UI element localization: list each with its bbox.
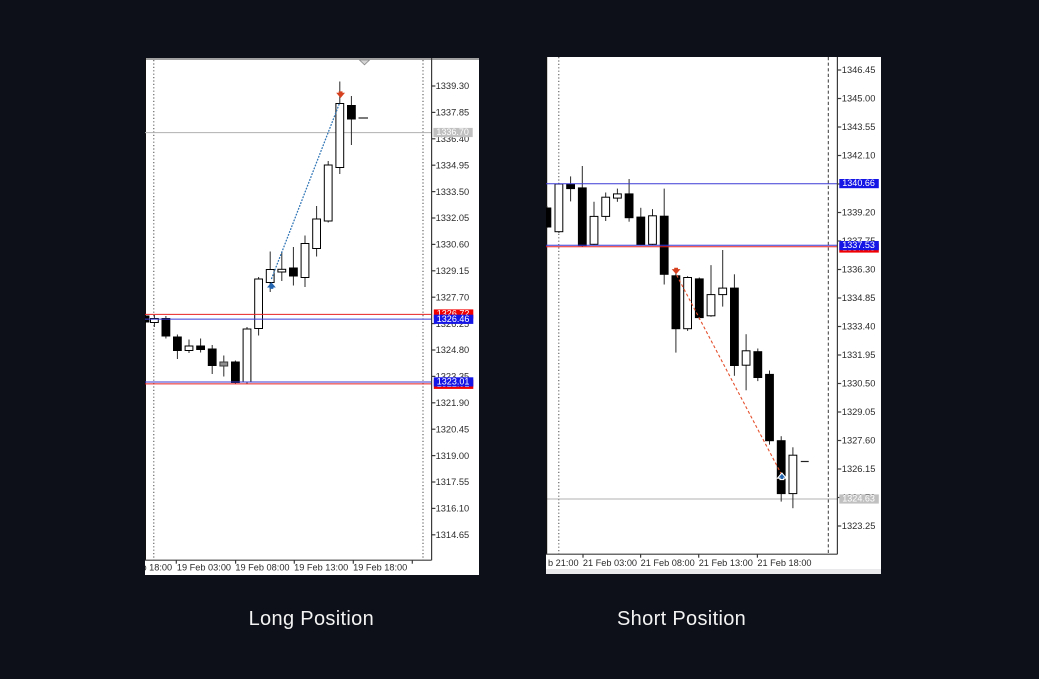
svg-text:1345.00: 1345.00 [842, 94, 876, 104]
svg-text:1340.66: 1340.66 [842, 178, 875, 188]
svg-text:1339.30: 1339.30 [436, 81, 470, 91]
svg-text:1343.55: 1343.55 [842, 122, 876, 132]
svg-text:1327.60: 1327.60 [842, 436, 876, 446]
svg-text:1337.85: 1337.85 [436, 108, 470, 118]
svg-text:1331.95: 1331.95 [842, 350, 876, 360]
svg-text:1330.60: 1330.60 [436, 240, 470, 250]
svg-text:1336.70: 1336.70 [436, 127, 469, 137]
svg-text:1346.45: 1346.45 [842, 65, 876, 75]
svg-text:1337.53: 1337.53 [842, 240, 875, 250]
svg-text:19 Feb 18:00: 19 Feb 18:00 [353, 562, 407, 572]
svg-text:1323.25: 1323.25 [842, 521, 876, 531]
svg-text:1334.85: 1334.85 [842, 293, 876, 303]
svg-text:1339.20: 1339.20 [842, 208, 876, 218]
svg-text:21 Feb 03:00: 21 Feb 03:00 [583, 558, 637, 568]
svg-text:b 18:00: b 18:00 [145, 562, 172, 572]
svg-text:1323.01: 1323.01 [437, 377, 470, 387]
svg-text:1334.95: 1334.95 [436, 160, 470, 170]
svg-text:1330.50: 1330.50 [842, 379, 876, 389]
svg-text:1329.05: 1329.05 [842, 407, 876, 417]
svg-text:1342.10: 1342.10 [842, 151, 876, 161]
svg-text:1321.90: 1321.90 [436, 398, 470, 408]
svg-text:1324.80: 1324.80 [436, 345, 470, 355]
svg-text:19 Feb 03:00: 19 Feb 03:00 [177, 562, 231, 572]
svg-text:21 Feb 08:00: 21 Feb 08:00 [641, 558, 695, 568]
svg-text:19 Feb 08:00: 19 Feb 08:00 [235, 562, 289, 572]
svg-text:19 Feb 13:00: 19 Feb 13:00 [294, 562, 348, 572]
svg-text:21 Feb 18:00: 21 Feb 18:00 [757, 558, 811, 568]
svg-text:1320.45: 1320.45 [436, 424, 470, 434]
svg-text:1314.65: 1314.65 [436, 530, 470, 540]
svg-text:1329.15: 1329.15 [436, 266, 470, 276]
svg-text:1326.15: 1326.15 [842, 464, 876, 474]
svg-text:1327.70: 1327.70 [436, 292, 470, 302]
svg-text:1317.55: 1317.55 [436, 477, 470, 487]
svg-text:1326.46: 1326.46 [437, 314, 470, 324]
svg-text:1316.10: 1316.10 [436, 504, 470, 514]
svg-text:1336.40: 1336.40 [436, 134, 470, 144]
svg-text:21 Feb 13:00: 21 Feb 13:00 [699, 558, 753, 568]
svg-text:b 21:00: b 21:00 [548, 558, 579, 568]
svg-text:1333.40: 1333.40 [842, 322, 876, 332]
svg-text:1336.30: 1336.30 [842, 265, 876, 275]
svg-text:1333.50: 1333.50 [436, 187, 470, 197]
svg-text:1326.72: 1326.72 [437, 309, 470, 319]
svg-text:1332.05: 1332.05 [436, 213, 470, 223]
svg-text:1319.00: 1319.00 [436, 451, 470, 461]
svg-text:1323.35: 1323.35 [436, 372, 470, 382]
svg-text:1324.63: 1324.63 [842, 494, 875, 504]
